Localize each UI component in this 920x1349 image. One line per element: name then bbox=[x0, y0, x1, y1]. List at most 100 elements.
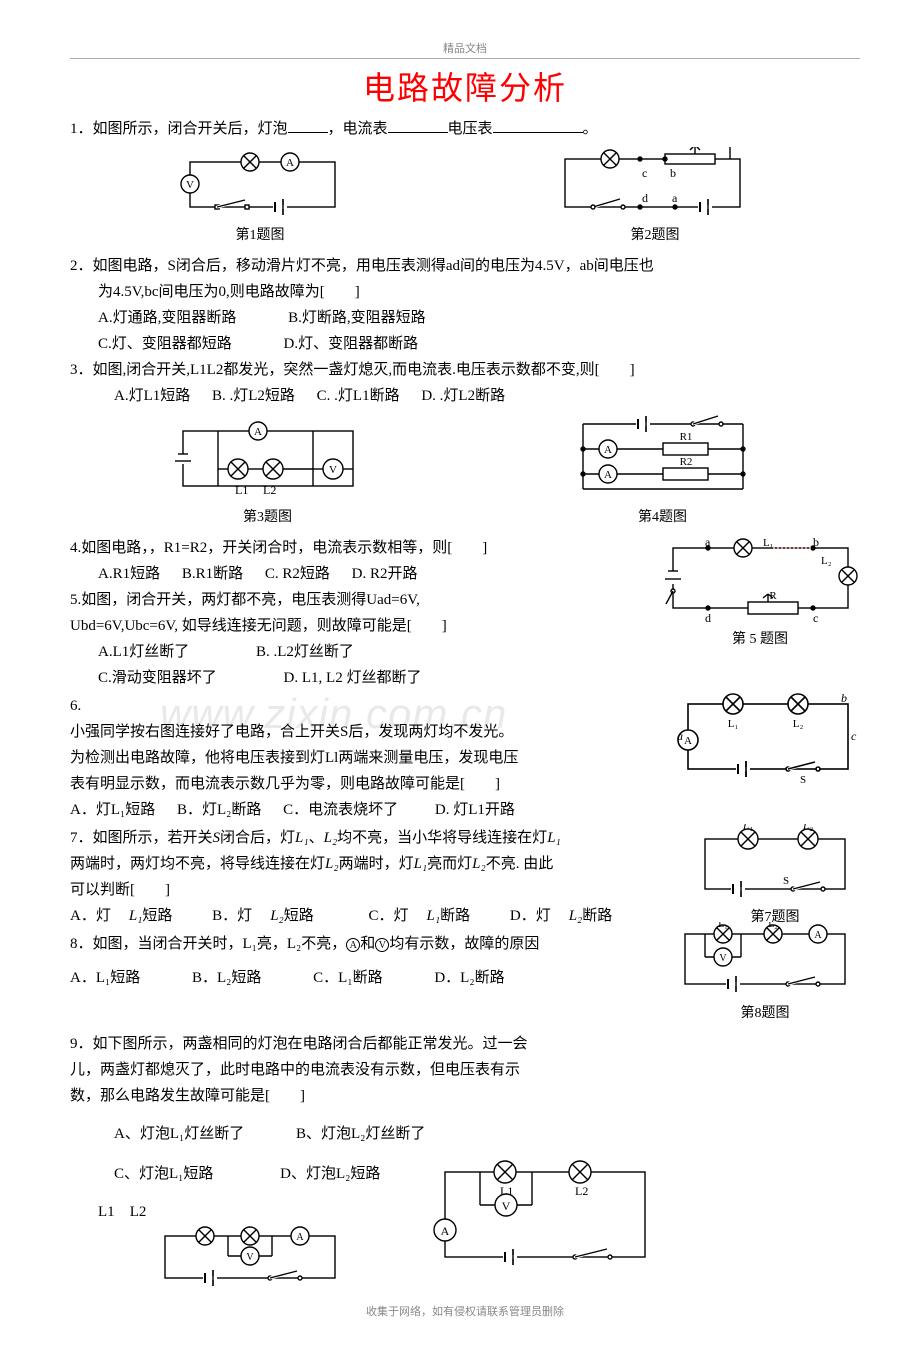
q9-figure-left: A V bbox=[150, 1226, 350, 1291]
svg-text:V: V bbox=[329, 464, 337, 476]
q4-figcap: 第4题图 bbox=[558, 506, 768, 526]
q5-optC: C.滑动变阻器坏了 bbox=[98, 670, 217, 686]
q9-line3: 数，那么电路发生故障可能是[ ] bbox=[70, 1084, 860, 1108]
q5-optD: D. L1, L2 灯丝都断了 bbox=[284, 670, 422, 686]
t: 不亮. 由此 bbox=[486, 856, 554, 872]
t: 均不亮，当小华将导线连接在灯 bbox=[337, 830, 547, 846]
t: C．灯 bbox=[369, 908, 409, 924]
q9-labelL2: L2 bbox=[130, 1204, 147, 1220]
q6-opts: A．灯L₁短路 B．灯L₂断路 C．电流表烧坏了 D. 灯L1开路 bbox=[70, 798, 860, 822]
q1-c: 电压表 bbox=[448, 121, 493, 137]
q1-b: ，电流表 bbox=[328, 121, 388, 137]
q1-text: 1．如图所示，闭合开关后，灯泡 ，电流表 电压表 。 bbox=[70, 117, 860, 141]
svg-text:S: S bbox=[783, 875, 789, 887]
q3-optD: D. .灯L2断路 bbox=[421, 388, 505, 404]
t: 均有示数，故障的原因 bbox=[389, 936, 539, 952]
t: 断路 bbox=[582, 908, 612, 924]
q9-labels: L1 L2 bbox=[70, 1200, 430, 1224]
q8-figure: L₁ L₂ A V bbox=[670, 922, 860, 1022]
q9-labelL1: L1 bbox=[98, 1204, 115, 1220]
svg-text:A: A bbox=[604, 444, 612, 456]
q5-figcap: 第 5 题图 bbox=[660, 628, 860, 648]
italic-s: S bbox=[213, 830, 221, 846]
svg-text:A: A bbox=[296, 1232, 304, 1243]
svg-text:d: d bbox=[642, 191, 648, 205]
svg-text:A: A bbox=[814, 930, 822, 941]
italic-l1: L₁ bbox=[414, 856, 428, 872]
svg-text:b: b bbox=[670, 166, 676, 180]
svg-text:c: c bbox=[642, 166, 647, 180]
svg-text:V: V bbox=[246, 1252, 254, 1263]
q2-optB: B.灯断路,变阻器短路 bbox=[288, 310, 426, 326]
svg-text:L₂: L₂ bbox=[821, 555, 832, 567]
svg-text:c: c bbox=[813, 611, 818, 625]
q9-optC: C、灯泡L₁短路 bbox=[114, 1166, 213, 1182]
q4-optC: C. R2短路 bbox=[265, 566, 330, 582]
q5-opts2: C.滑动变阻器坏了 D. L1, L2 灯丝都断了 bbox=[70, 666, 860, 690]
q9-optD: D、灯泡L₂短路 bbox=[280, 1166, 380, 1182]
q8-figcap: 第8题图 bbox=[670, 1002, 860, 1022]
q7-optD: D．灯 L₂断路 bbox=[510, 908, 630, 924]
q2-figure: c b d a bbox=[545, 147, 765, 244]
blank bbox=[388, 118, 448, 133]
q9-optB: B、灯泡L₂灯丝断了 bbox=[296, 1126, 425, 1142]
q9-line2: 儿，两盏灯都熄灭了，此时电路中的电流表没有示数，但电压表有示 bbox=[70, 1058, 860, 1082]
page-footer: 收集于网络，如有侵权请联系管理员删除 bbox=[70, 1303, 860, 1319]
q1-a: 1．如图所示，闭合开关后，灯泡 bbox=[70, 121, 288, 137]
svg-text:A: A bbox=[441, 1224, 450, 1238]
q8-optB: B．L₂短路 bbox=[192, 970, 261, 986]
svg-text:L2: L2 bbox=[575, 1184, 588, 1198]
q3-opts: A.灯L1短路 B. .灯L2短路 C. .灯L1断路 D. .灯L2断路 bbox=[70, 384, 860, 408]
blank bbox=[493, 118, 583, 133]
svg-text:A: A bbox=[286, 157, 294, 169]
svg-text:L₁: L₁ bbox=[763, 537, 774, 549]
t: L₂ bbox=[270, 908, 284, 924]
q6-figure: L₁ L₂ A a b c S bbox=[670, 692, 860, 787]
t: A．灯 bbox=[70, 908, 111, 924]
circled-a-icon: A bbox=[346, 938, 360, 952]
q9-figure-right: L1 L2 V A bbox=[430, 1160, 660, 1270]
svg-text:L2: L2 bbox=[263, 483, 276, 497]
q3-line1: 3．如图,闭合开关,L1L2都发光，突然一盏灯熄灭,而电流表.电压表示数都不变,… bbox=[70, 358, 860, 382]
italic-l1: L₁ bbox=[295, 830, 309, 846]
italic-l2: L₂ bbox=[324, 830, 338, 846]
t: 和 bbox=[360, 936, 375, 952]
q7-optA: A．灯L₁短路 bbox=[70, 908, 190, 924]
svg-text:S: S bbox=[799, 774, 805, 786]
t: D．灯 bbox=[510, 908, 551, 924]
t: 闭合后，灯 bbox=[220, 830, 295, 846]
q4-optD: D. R2开路 bbox=[352, 566, 418, 582]
q7-figure: L₁ L₂ S 第7题图 bbox=[690, 824, 860, 926]
page-title: 电路故障分析 bbox=[70, 63, 860, 109]
svg-text:L₂: L₂ bbox=[768, 922, 778, 930]
q2-optD: D.灯、变阻器都断路 bbox=[284, 336, 419, 352]
q2-opts1: A.灯通路,变阻器断路 B.灯断路,变阻器短路 bbox=[70, 306, 860, 330]
q9-line1: 9．如下图所示，两盏相同的灯泡在电路闭合后都能正常发光。过一会 bbox=[70, 1032, 860, 1056]
q3-optB: B. .灯L2短路 bbox=[212, 388, 295, 404]
t: 、 bbox=[309, 830, 324, 846]
t: L₂ bbox=[569, 908, 583, 924]
t: 断路 bbox=[440, 908, 470, 924]
svg-text:a: a bbox=[677, 729, 683, 743]
t: 两端时，两灯均不亮，将导线连接在灯 bbox=[70, 856, 325, 872]
q8-optA: A．L₁短路 bbox=[70, 970, 140, 986]
q7-optB: B．灯L₂短路 bbox=[212, 908, 332, 924]
q7-optC: C．灯 L₁断路 bbox=[369, 908, 489, 924]
svg-text:A: A bbox=[684, 735, 692, 747]
t: 短路 bbox=[142, 908, 172, 924]
q3-optC: C. .灯L1断路 bbox=[317, 388, 400, 404]
circled-v-icon: V bbox=[375, 938, 389, 952]
t: L₁ bbox=[427, 908, 441, 924]
q6-optA: A．灯L₁短路 bbox=[70, 802, 155, 818]
q5-figure: a b d c L₁ L₂ R bbox=[660, 536, 860, 648]
q2-line1: 2．如图电路，S闭合后，移动滑片灯不亮，用电压表测得ad间的电压为4.5V，ab… bbox=[70, 254, 860, 278]
q9-opts2: C、灯泡L₁短路 D、灯泡L₂短路 bbox=[70, 1162, 430, 1186]
svg-text:R2: R2 bbox=[679, 456, 692, 468]
q1-d: 。 bbox=[583, 121, 598, 137]
q1-figure: A V 第1题图 bbox=[165, 152, 355, 244]
t: 7．如图所示，若开关 bbox=[70, 830, 213, 846]
q2-figcap: 第2题图 bbox=[545, 224, 765, 244]
svg-text:A: A bbox=[254, 426, 262, 438]
q9-optA: A、灯泡L₁灯丝断了 bbox=[114, 1126, 244, 1142]
svg-text:V: V bbox=[186, 179, 194, 191]
